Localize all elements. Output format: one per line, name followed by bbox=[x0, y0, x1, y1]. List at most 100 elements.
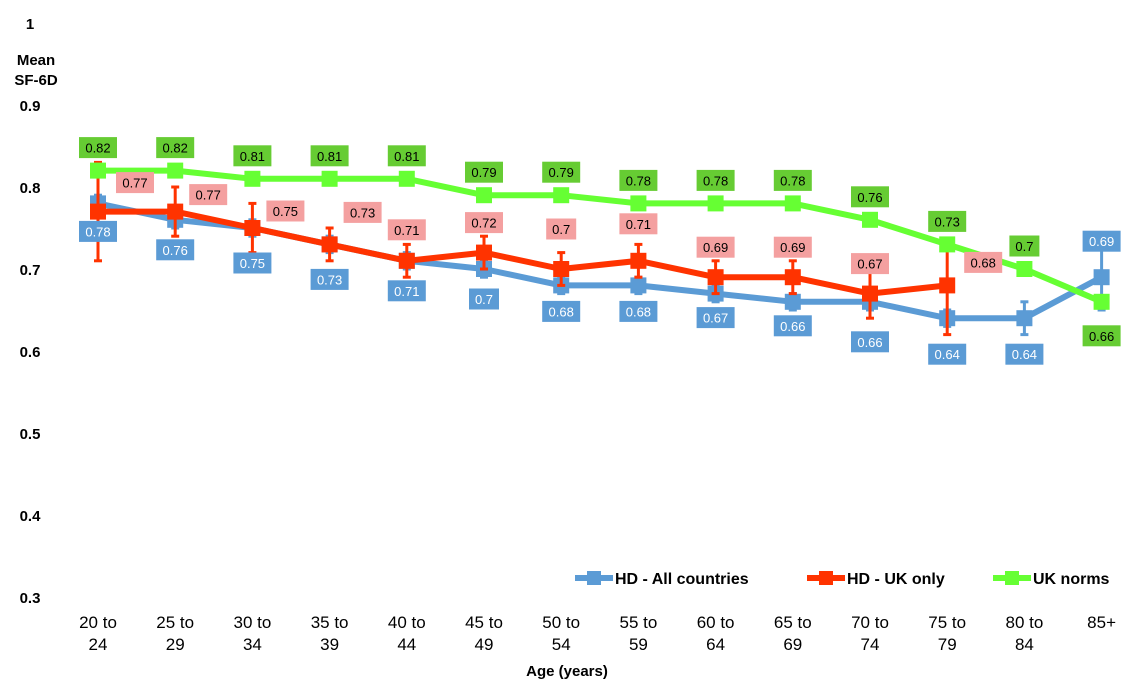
data-label: 0.71 bbox=[626, 217, 651, 232]
data-label-box bbox=[387, 219, 426, 241]
data-label: 0.69 bbox=[780, 240, 805, 255]
x-tick-label-line: 55 to bbox=[619, 613, 657, 632]
data-label: 0.76 bbox=[857, 190, 882, 205]
data-label-box bbox=[465, 161, 503, 183]
data-label-box bbox=[773, 169, 812, 191]
data-label: 0.73 bbox=[350, 205, 375, 220]
data-label-box bbox=[851, 186, 889, 208]
data-label: 0.66 bbox=[857, 335, 882, 350]
data-label: 0.75 bbox=[240, 256, 265, 271]
data-label-box bbox=[1009, 235, 1040, 257]
data-point bbox=[630, 252, 647, 269]
x-tick-label-line: 79 bbox=[938, 635, 957, 654]
x-tick-label: 60 to 64 bbox=[697, 613, 735, 654]
data-label: 0.67 bbox=[703, 311, 728, 326]
data-label-box bbox=[387, 280, 426, 302]
data-label-box bbox=[696, 169, 735, 191]
data-point bbox=[939, 277, 956, 294]
data-label: 0.66 bbox=[780, 319, 805, 334]
y-axis-ticks: 0.3 0.4 0.5 0.6 0.7 0.8 0.9 1 bbox=[20, 16, 42, 607]
data-label: 0.68 bbox=[626, 304, 651, 319]
data-label-box bbox=[1005, 343, 1044, 365]
data-label: 0.81 bbox=[394, 149, 419, 164]
data-labels: 0.78 0.76 0.75 0.73 0.71 0.7 0.68 0.68 0.67 0.66 0… bbox=[79, 137, 1121, 365]
data-point bbox=[167, 162, 184, 179]
data-label-box bbox=[116, 172, 154, 194]
x-tick-label-line: 65 to bbox=[774, 613, 812, 632]
data-label-box bbox=[469, 288, 499, 310]
data-point bbox=[167, 203, 184, 220]
legend-label: HD - UK only bbox=[847, 571, 945, 588]
data-label-box bbox=[310, 268, 349, 290]
data-point bbox=[862, 285, 878, 302]
data-label-box bbox=[156, 239, 195, 261]
data-label-box bbox=[773, 236, 812, 258]
x-tick-label: 30 to 34 bbox=[233, 613, 271, 654]
y-tick-label: 0.6 bbox=[20, 344, 41, 361]
y-tick-label: 0.3 bbox=[20, 590, 41, 607]
x-tick-label-line: 85+ bbox=[1087, 613, 1116, 632]
data-label: 0.82 bbox=[163, 141, 188, 156]
x-tick-label-line: 80 to bbox=[1005, 613, 1043, 632]
data-label: 0.68 bbox=[971, 255, 996, 270]
data-label: 0.7 bbox=[475, 292, 493, 307]
y-tick-label: 0.4 bbox=[20, 508, 42, 525]
legend-marker bbox=[587, 571, 601, 585]
data-label: 0.78 bbox=[85, 224, 110, 239]
data-point bbox=[630, 195, 647, 212]
data-point bbox=[939, 236, 956, 253]
data-label-box bbox=[189, 184, 228, 206]
series-lines bbox=[90, 160, 1110, 337]
x-tick-label: 50 to 54 bbox=[542, 613, 580, 654]
data-label-box bbox=[310, 145, 349, 167]
x-tick-label: 35 to 39 bbox=[311, 613, 349, 654]
data-label-box bbox=[619, 213, 658, 235]
x-tick-label-line: 60 to bbox=[697, 613, 735, 632]
x-tick-label: 65 to 69 bbox=[774, 613, 812, 654]
x-tick-label-line: 50 to bbox=[542, 613, 580, 632]
data-point bbox=[321, 236, 338, 253]
legend-marker bbox=[819, 571, 833, 585]
data-point bbox=[707, 195, 724, 212]
x-tick-label-line: 74 bbox=[861, 635, 880, 654]
data-point bbox=[707, 269, 724, 286]
data-label-box bbox=[542, 300, 581, 322]
data-label: 0.79 bbox=[549, 165, 574, 180]
data-label-box bbox=[773, 315, 812, 337]
data-point bbox=[90, 203, 106, 220]
data-label: 0.76 bbox=[163, 243, 188, 258]
x-tick-label-line: 44 bbox=[397, 635, 416, 654]
data-label: 0.7 bbox=[1015, 239, 1033, 254]
data-label: 0.64 bbox=[1012, 347, 1037, 362]
y-axis-title-line: Mean bbox=[17, 52, 55, 69]
data-label-box bbox=[156, 137, 195, 159]
x-tick-label-line: 25 to bbox=[156, 613, 194, 632]
x-tick-label-line: 75 to bbox=[928, 613, 966, 632]
x-tick-label: 80 to 84 bbox=[1005, 613, 1043, 654]
series-line bbox=[98, 208, 948, 297]
data-label: 0.71 bbox=[394, 284, 419, 299]
x-tick-label: 25 to 29 bbox=[156, 613, 194, 654]
data-label-box bbox=[465, 212, 503, 234]
data-label: 0.71 bbox=[394, 223, 419, 238]
x-tick-label-line: 35 to bbox=[311, 613, 349, 632]
data-label: 0.75 bbox=[273, 204, 298, 219]
x-axis-ticks: 20 to 24 25 to 29 30 to 34 35 to 39 40 to 44 45 to… bbox=[79, 613, 1116, 654]
x-tick-label-line: 84 bbox=[1015, 635, 1034, 654]
data-label-box bbox=[266, 200, 305, 222]
legend: HD - All countries HD - UK only UK norms bbox=[575, 571, 1110, 588]
data-label: 0.69 bbox=[1089, 234, 1114, 249]
data-label: 0.78 bbox=[626, 173, 651, 188]
x-tick-label-line: 40 to bbox=[388, 613, 426, 632]
data-label: 0.81 bbox=[317, 149, 342, 164]
data-label: 0.79 bbox=[471, 165, 496, 180]
data-label: 0.72 bbox=[471, 216, 496, 231]
y-tick-label: 0.5 bbox=[20, 426, 41, 443]
data-label-box bbox=[851, 331, 889, 353]
data-label: 0.77 bbox=[122, 176, 147, 191]
data-label-box bbox=[1082, 230, 1121, 252]
y-axis-title: Mean SF-6D bbox=[14, 52, 58, 89]
data-point bbox=[398, 170, 415, 187]
